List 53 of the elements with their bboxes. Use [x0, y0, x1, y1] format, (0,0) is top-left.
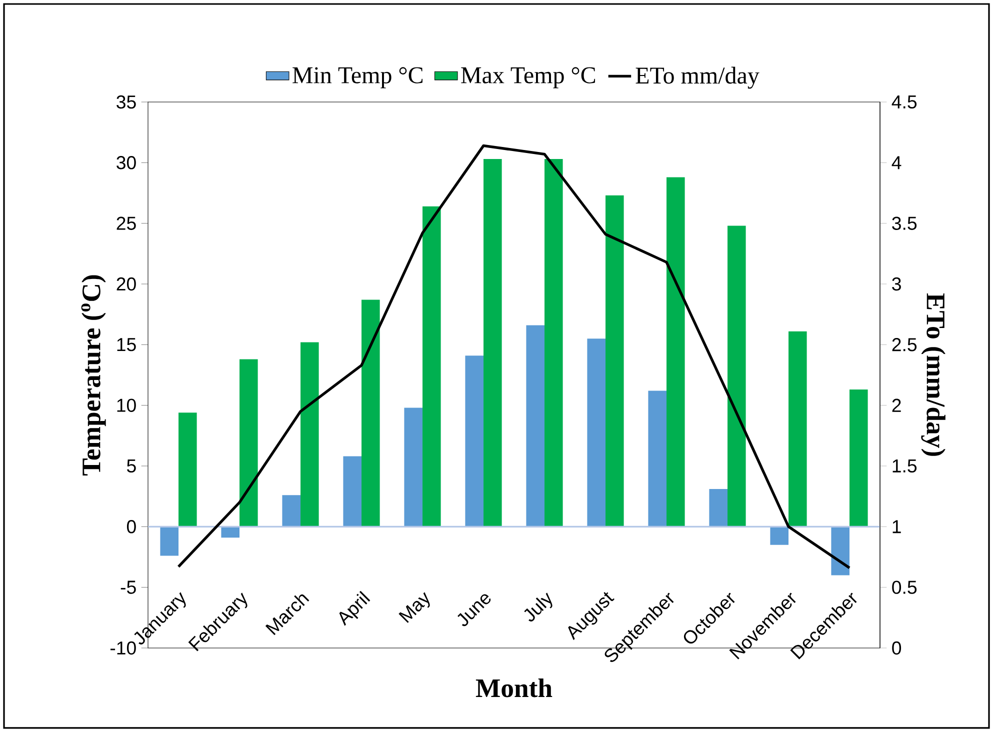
y2-tick-label: 3.5 — [892, 216, 917, 230]
bar — [484, 159, 502, 527]
y-tick-label: -5 — [120, 580, 136, 594]
y2-tick-label: 2 — [892, 398, 901, 412]
bar — [343, 456, 362, 527]
bar — [422, 206, 441, 527]
y2-tick-label: 1.5 — [892, 459, 917, 473]
bar — [709, 489, 728, 527]
y-tick-label: 30 — [116, 156, 136, 170]
bar — [300, 342, 319, 527]
y2-tick-label: 3 — [892, 277, 901, 291]
bar — [160, 526, 179, 556]
y2-tick-label: 1 — [892, 520, 901, 534]
y-axis-title: Temperature ($^{o}$C) — [81, 275, 106, 476]
y2-tick-label: 0 — [892, 641, 902, 655]
y-tick-label: -10 — [110, 641, 136, 655]
bar — [282, 495, 301, 527]
bar — [404, 408, 423, 527]
bar — [526, 325, 545, 527]
bar — [849, 390, 868, 527]
bar — [666, 177, 685, 527]
x-tick-label: July — [524, 592, 552, 622]
bar — [544, 159, 563, 527]
y2-tick-label: 4 — [892, 156, 902, 170]
y2-tick-label: 2.5 — [892, 338, 917, 352]
bar — [240, 359, 258, 527]
bar — [465, 356, 484, 527]
bar — [770, 526, 788, 545]
y-tick-label: 0 — [126, 520, 136, 534]
bar — [728, 226, 746, 527]
bar — [587, 338, 606, 527]
bar — [606, 195, 624, 527]
bar — [362, 300, 380, 527]
bar — [831, 526, 850, 576]
x-axis-title: Month — [476, 678, 552, 698]
bar — [178, 412, 197, 527]
y-tick-label: 10 — [117, 398, 136, 412]
legend-label: Min Temp °C — [292, 67, 422, 88]
bar — [221, 526, 240, 538]
y-tick-label: 35 — [116, 95, 136, 109]
y-tick-label: 15 — [117, 338, 136, 352]
y2-tick-label: 4.5 — [892, 95, 917, 109]
y-tick-label: 20 — [116, 277, 136, 291]
bar — [648, 390, 666, 527]
legend-label: ETo mm/day — [636, 66, 760, 89]
legend-label: Max Temp °C — [461, 67, 596, 88]
x-tick-label: May — [398, 592, 430, 623]
line-series — [177, 144, 851, 570]
y2-axis-title: ETo (mm/day) — [921, 293, 946, 456]
y-tick-label: 5 — [127, 459, 136, 473]
bar — [788, 331, 807, 527]
y-tick-label: 25 — [116, 216, 136, 230]
y2-tick-label: 0.5 — [892, 580, 917, 594]
